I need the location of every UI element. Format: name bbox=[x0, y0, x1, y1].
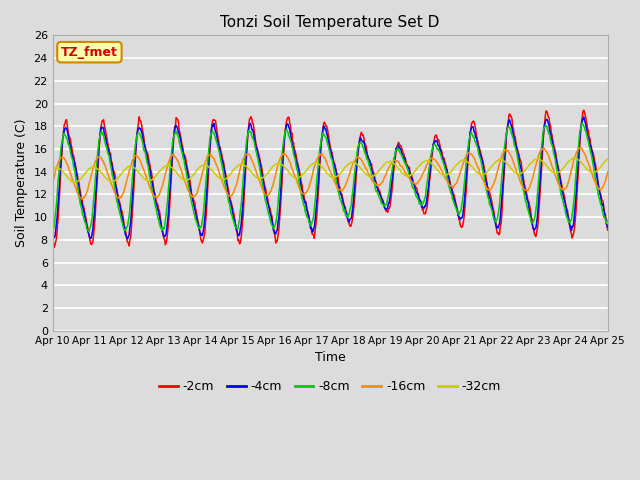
-8cm bbox=[59, 136, 67, 142]
-32cm bbox=[202, 162, 210, 168]
-4cm bbox=[172, 123, 180, 129]
Line: -8cm: -8cm bbox=[52, 123, 608, 231]
-16cm bbox=[604, 169, 612, 175]
-4cm bbox=[59, 136, 67, 142]
Y-axis label: Soil Temperature (C): Soil Temperature (C) bbox=[15, 119, 28, 247]
-2cm bbox=[116, 203, 124, 209]
Line: -2cm: -2cm bbox=[52, 110, 608, 247]
-4cm bbox=[580, 114, 588, 120]
-32cm bbox=[173, 170, 180, 176]
-8cm bbox=[173, 131, 180, 136]
-16cm bbox=[173, 157, 180, 163]
-8cm bbox=[604, 218, 612, 224]
-8cm bbox=[399, 155, 406, 160]
-16cm bbox=[59, 155, 67, 160]
-2cm bbox=[604, 227, 612, 233]
-32cm bbox=[415, 163, 422, 169]
-8cm bbox=[579, 120, 586, 126]
-4cm bbox=[49, 236, 56, 242]
Text: TZ_fmet: TZ_fmet bbox=[61, 46, 118, 59]
-16cm bbox=[399, 164, 406, 169]
-16cm bbox=[49, 180, 56, 185]
-8cm bbox=[116, 213, 124, 219]
-8cm bbox=[49, 228, 56, 234]
-16cm bbox=[202, 158, 210, 164]
Legend: -2cm, -4cm, -8cm, -16cm, -32cm: -2cm, -4cm, -8cm, -16cm, -32cm bbox=[154, 375, 506, 398]
-2cm bbox=[60, 129, 67, 134]
-4cm bbox=[116, 202, 124, 208]
-2cm bbox=[51, 244, 58, 250]
-8cm bbox=[415, 197, 422, 203]
Title: Tonzi Soil Temperature Set D: Tonzi Soil Temperature Set D bbox=[221, 15, 440, 30]
-8cm bbox=[202, 174, 210, 180]
-32cm bbox=[116, 172, 124, 178]
-32cm bbox=[49, 166, 56, 172]
-16cm bbox=[78, 196, 86, 202]
-4cm bbox=[604, 224, 612, 230]
-2cm bbox=[173, 116, 180, 121]
-4cm bbox=[202, 208, 209, 214]
X-axis label: Time: Time bbox=[315, 351, 346, 364]
-32cm bbox=[59, 168, 67, 174]
-16cm bbox=[415, 179, 422, 184]
-4cm bbox=[414, 191, 422, 197]
-32cm bbox=[570, 155, 577, 161]
-8cm bbox=[85, 228, 93, 234]
-2cm bbox=[49, 235, 56, 241]
Line: -32cm: -32cm bbox=[52, 158, 608, 182]
-2cm bbox=[399, 147, 406, 153]
-2cm bbox=[580, 108, 588, 113]
Line: -16cm: -16cm bbox=[52, 147, 608, 199]
-4cm bbox=[397, 150, 405, 156]
-16cm bbox=[116, 194, 124, 200]
-2cm bbox=[202, 211, 210, 216]
-32cm bbox=[72, 179, 79, 185]
-2cm bbox=[415, 191, 422, 197]
-16cm bbox=[577, 144, 584, 150]
Line: -4cm: -4cm bbox=[52, 117, 608, 239]
-32cm bbox=[399, 170, 406, 176]
-32cm bbox=[604, 156, 612, 162]
